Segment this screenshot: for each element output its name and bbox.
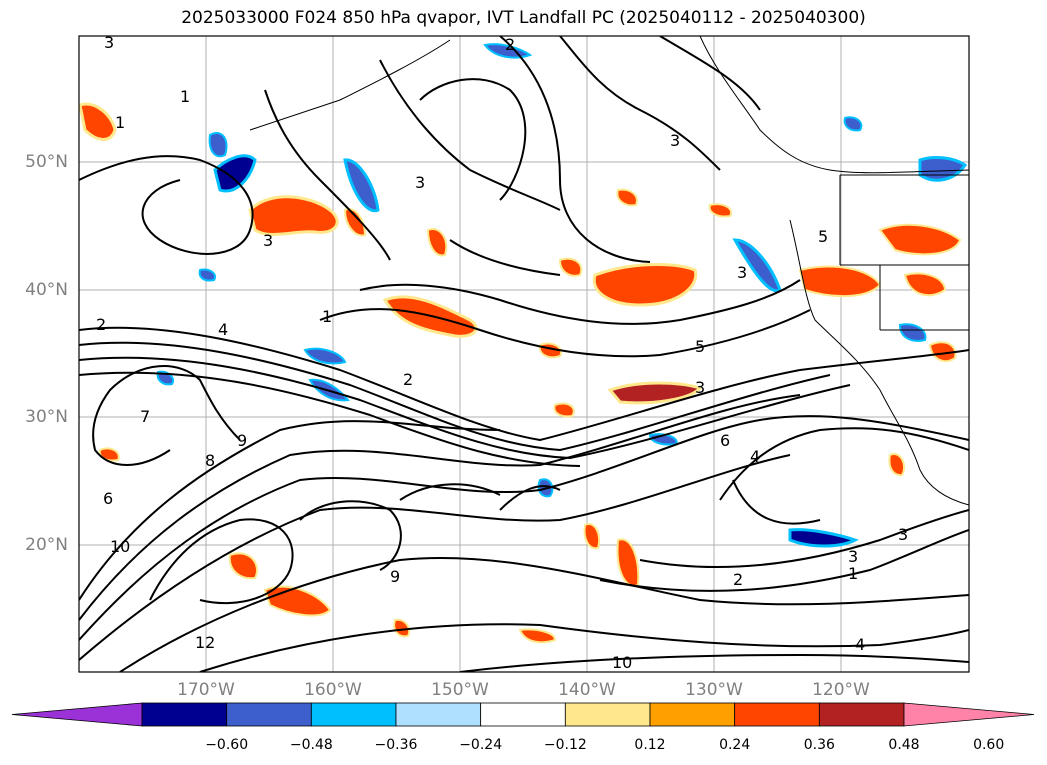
lon-label: 170°W	[177, 680, 235, 700]
contour-label: 4	[750, 447, 760, 466]
contour-label: 1	[115, 113, 125, 132]
lat-label: 40°N	[25, 280, 68, 300]
contour-label: 3	[737, 263, 747, 282]
lon-label: 130°W	[685, 680, 743, 700]
colorbar-tick-label: −0.60	[205, 737, 249, 753]
contour-label: 5	[695, 337, 705, 356]
colorbar-segment	[226, 702, 312, 727]
colorbar-tick-label: 0.24	[719, 737, 751, 753]
contour-label: 6	[720, 431, 730, 450]
contour-label: 3	[848, 547, 858, 566]
contour-label: 3	[670, 131, 680, 150]
contour-label: 12	[195, 633, 215, 652]
colorbar-segment	[395, 702, 482, 727]
colorbar-extension-high	[903, 702, 1035, 727]
colorbar-segment	[649, 702, 736, 727]
colorbar-segment	[310, 702, 397, 727]
colorbar-segment	[818, 702, 905, 727]
lat-label: 30°N	[25, 407, 68, 427]
contour-label: 5	[818, 227, 828, 246]
colorbar-extension-low	[11, 702, 143, 727]
contour-label: 7	[140, 407, 150, 426]
map-area	[79, 36, 969, 672]
positive-anomaly-fills	[79, 102, 962, 644]
contour-label: 4	[218, 320, 228, 339]
figure-title: 2025033000 F024 850 hPa qvapor, IVT Land…	[181, 8, 866, 28]
lon-label: 140°W	[558, 680, 616, 700]
map-frame	[78, 35, 970, 673]
lon-label: 160°W	[304, 680, 362, 700]
contour-label: 10	[612, 653, 632, 672]
contour-labels: 3 2 1 1 3 3 3 2 4 1 2 7 10 9 8 9 6 5 3 4…	[96, 33, 908, 672]
contour-label: 1	[848, 564, 858, 583]
contour-label: 3	[415, 173, 425, 192]
colorbar-segment	[141, 702, 228, 727]
colorbar-tick-label: −0.48	[289, 737, 333, 753]
lat-label: 50°N	[25, 152, 68, 172]
contour-label: 9	[237, 431, 247, 450]
colorbar	[11, 702, 1035, 727]
contour-label: 1	[322, 307, 332, 326]
contour-label: 3	[695, 378, 705, 397]
contour-label: 4	[855, 635, 865, 654]
colorbar-segment	[734, 702, 820, 727]
lon-label: 150°W	[431, 680, 489, 700]
lon-label: 120°W	[812, 680, 870, 700]
colorbar-tick-label: 0.60	[973, 737, 1005, 753]
contour-label: 2	[733, 570, 743, 589]
colorbar-tick-label: −0.36	[374, 737, 418, 753]
colorbar-tick-label: 0.48	[888, 737, 920, 753]
contour-label: 3	[104, 33, 114, 52]
contour-label: 1	[180, 87, 190, 106]
colorbar-tick-label: −0.24	[459, 737, 503, 753]
colorbar-tick-label: −0.12	[543, 737, 587, 753]
contour-label: 6	[103, 489, 113, 508]
ivt-contours	[79, 36, 969, 672]
contour-label: 9	[390, 567, 400, 586]
lat-label: 20°N	[25, 535, 68, 555]
contour-label: 10	[110, 537, 130, 556]
colorbar-segment	[564, 702, 651, 727]
colorbar-segment	[480, 702, 566, 727]
contour-label: 3	[263, 231, 273, 250]
colorbar-tick-label: 0.12	[634, 737, 666, 753]
contour-label: 2	[403, 370, 413, 389]
contour-label: 8	[205, 451, 215, 470]
contour-label: 2	[505, 35, 515, 54]
map-layers: 3 2 1 1 3 3 3 2 4 1 2 7 10 9 8 9 6 5 3 4…	[79, 33, 969, 672]
contour-label: 3	[898, 525, 908, 544]
colorbar-tick-label: 0.36	[803, 737, 835, 753]
coastlines	[249, 36, 969, 506]
contour-label: 2	[96, 315, 106, 334]
